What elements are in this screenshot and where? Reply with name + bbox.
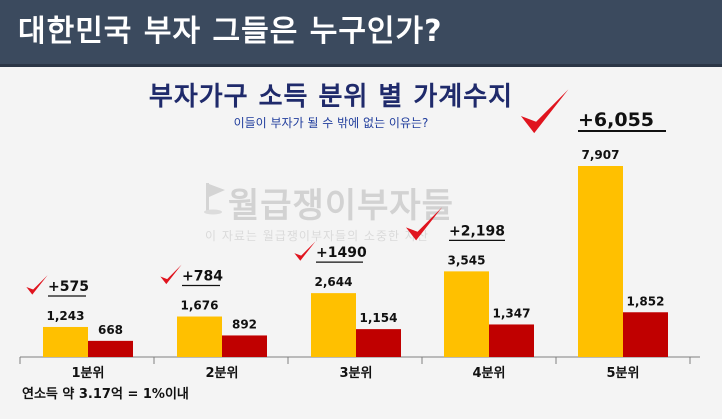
- difference-label: +2,198: [449, 223, 505, 239]
- category-label: 2분위: [206, 366, 239, 381]
- footnote: 연소득 약 3.17억 = 1%이내: [22, 387, 189, 402]
- watermark-flag-icon: [204, 183, 225, 215]
- category-label: 3분위: [340, 366, 373, 381]
- bar-series2: [623, 312, 668, 357]
- data-label: 2,644: [315, 275, 353, 289]
- chart-subtitle: 이들이 부자가 될 수 밖에 없는 이유는?: [233, 116, 429, 130]
- bar-series2: [489, 324, 534, 357]
- data-label: 892: [232, 317, 257, 331]
- bar-series2: [222, 335, 267, 357]
- bar-series1: [43, 326, 88, 357]
- bar-series1: [177, 316, 222, 357]
- data-label: 668: [98, 323, 123, 337]
- data-label: 3,545: [448, 253, 486, 267]
- difference-label: +1490: [316, 245, 367, 261]
- difference-label: +784: [182, 269, 223, 285]
- bar-series2: [88, 340, 133, 357]
- page-title: 대한민국 부자 그들은 누구인가?: [0, 0, 722, 64]
- data-label: 1,852: [627, 294, 665, 308]
- check-mark-icon: [520, 89, 569, 134]
- category-label: 5분위: [607, 366, 640, 381]
- bar-series1: [311, 293, 356, 357]
- data-label: 1,676: [181, 299, 219, 313]
- data-label: 1,243: [47, 309, 85, 323]
- difference-label: +6,055: [578, 109, 654, 131]
- check-mark-icon: [405, 207, 443, 241]
- watermark-notice: 이 자료는 월급쟁이부자들의 소중한 자산: [205, 229, 429, 243]
- difference-label: +575: [48, 279, 89, 295]
- data-label: 1,347: [493, 306, 531, 320]
- data-label: 7,907: [582, 148, 620, 162]
- check-mark-icon: [294, 241, 316, 261]
- bar-series2: [356, 329, 401, 357]
- header-divider: [0, 64, 722, 67]
- bar-series1: [444, 271, 489, 357]
- bar-series1: [578, 166, 623, 357]
- category-label: 4분위: [473, 366, 506, 381]
- data-label: 1,154: [360, 311, 398, 325]
- category-label: 1분위: [72, 366, 105, 381]
- chart-title: 부자가구 소득 분위 별 가계수지: [148, 82, 514, 112]
- watermark-logo: 월급쟁이부자들: [228, 186, 454, 226]
- check-mark-icon: [26, 275, 48, 295]
- check-mark-icon: [160, 264, 182, 285]
